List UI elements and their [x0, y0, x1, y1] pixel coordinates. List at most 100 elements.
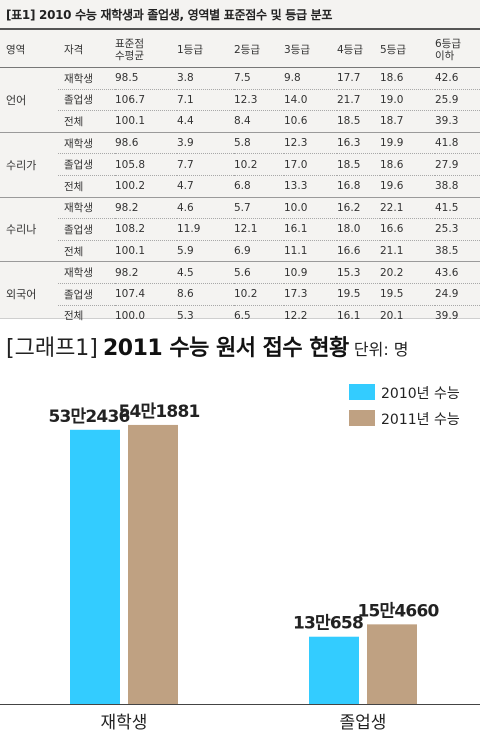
value-cell: 7.5	[234, 67, 284, 90]
value-cell: 19.6	[380, 175, 435, 198]
table-row: 수리나 재학생 98.2 4.6 5.7 10.0 16.2 22.1 41.5	[0, 197, 480, 263]
value-cell: 10.2	[234, 153, 284, 176]
value-cell: 4.7	[177, 175, 234, 198]
value-cell: 16.8	[337, 175, 380, 198]
chart-unit: 단위: 명	[353, 340, 409, 359]
value-cell: 10.0	[284, 197, 337, 220]
value-cell: 100.2	[115, 175, 177, 198]
table-row: 수리가 재학생 98.6 3.9 5.8 12.3 16.3 19.9 41.8	[0, 132, 480, 198]
value-cell: 16.3	[337, 132, 380, 155]
value-cell: 10.9	[284, 261, 337, 284]
stats-table-panel: [표1] 2010 수능 재학생과 졸업생, 영역별 표준점수 및 등급 분포 …	[0, 0, 480, 322]
value-cell: 12.1	[234, 218, 284, 241]
value-cell: 21.1	[380, 240, 435, 263]
column-header: 3등급	[284, 33, 337, 68]
value-cell: 3.9	[177, 132, 234, 155]
value-cell: 17.7	[337, 67, 380, 90]
type-cell: 졸업생	[58, 89, 115, 112]
value-cell: 17.0	[284, 153, 337, 176]
type-cell: 전체	[58, 110, 115, 133]
value-cell: 10.2	[234, 283, 284, 306]
value-cell: 5.9	[177, 240, 234, 263]
value-cell: 3.8	[177, 67, 234, 90]
chart-heading: [그래프1] 2011 수능 원서 접수 현황 단위: 명	[6, 330, 409, 362]
value-cell: 107.4	[115, 283, 177, 306]
value-cell: 11.1	[284, 240, 337, 263]
value-cell: 22.1	[380, 197, 435, 220]
table-row: 외국어 재학생 98.2 4.5 5.6 10.9 15.3 20.2 43.6	[0, 261, 480, 301]
value-cell: 106.7	[115, 89, 177, 112]
value-cell: 21.7	[337, 89, 380, 112]
value-cell: 16.2	[337, 197, 380, 220]
value-cell: 18.6	[380, 153, 435, 176]
bar	[128, 424, 178, 704]
type-cell: 졸업생	[58, 283, 115, 306]
column-header: 6등급 이하	[435, 33, 480, 68]
value-cell: 39.9	[435, 309, 459, 322]
value-cell: 4.4	[177, 110, 234, 133]
value-cell: 7.1	[177, 89, 234, 112]
type-cell: 졸업생	[58, 218, 115, 241]
value-cell: 42.6	[435, 67, 480, 90]
value-cell: 41.5	[435, 197, 480, 220]
table-row: 졸업생 105.8 7.7 10.2 17.0 18.5 18.6 27.9	[0, 153, 480, 176]
value-cell: 18.0	[337, 218, 380, 241]
value-cell: 6.9	[234, 240, 284, 263]
value-cell: 41.8	[435, 132, 480, 155]
value-cell: 24.9	[435, 283, 480, 306]
table-title: [표1] 2010 수능 재학생과 졸업생, 영역별 표준점수 및 등급 분포	[6, 8, 333, 22]
value-cell: 100.0	[115, 309, 146, 322]
value-cell: 16.1	[284, 218, 337, 241]
type-cell: 전체	[58, 175, 115, 198]
value-cell: 11.9	[177, 218, 234, 241]
value-cell: 19.9	[380, 132, 435, 155]
area-cell: 수리가	[0, 132, 58, 198]
value-cell: 98.5	[115, 67, 177, 90]
value-cell: 19.5	[337, 283, 380, 306]
area-cell: 외국어	[6, 288, 37, 302]
value-cell: 16.6	[337, 240, 380, 263]
type-cell: 졸업생	[58, 153, 115, 176]
value-cell: 20.2	[380, 261, 435, 284]
table-body: 언어 재학생 98.5 3.8 7.5 9.8 17.7 18.6 42.6 졸업생 106.7 7.…	[0, 67, 480, 327]
column-header: 1등급	[177, 33, 234, 68]
chart-tag: [그래프1]	[6, 336, 98, 361]
type-cell: 전체	[64, 310, 84, 323]
type-cell: 재학생	[58, 197, 115, 220]
value-cell: 100.1	[115, 240, 177, 263]
value-cell: 5.8	[234, 132, 284, 155]
value-cell: 98.2	[115, 261, 177, 284]
value-cell: 4.5	[177, 261, 234, 284]
bar	[309, 636, 359, 704]
table-row: 전체 100.0 5.3 6.5 12.2 16.1 20.1 39.9	[0, 305, 480, 326]
value-cell: 8.4	[234, 110, 284, 133]
value-cell: 108.2	[115, 218, 177, 241]
column-header: 4등급	[337, 33, 380, 68]
value-cell: 9.8	[284, 67, 337, 90]
area-cell: 수리나	[0, 197, 58, 263]
value-cell: 12.2	[284, 309, 308, 322]
value-cell: 6.8	[234, 175, 284, 198]
legend-label: 2010년 수능	[381, 386, 460, 402]
table-row: 전체 100.1 4.4 8.4 10.6 18.5 18.7 39.3	[0, 110, 480, 133]
column-header: 2등급	[234, 33, 284, 68]
value-cell: 17.3	[284, 283, 337, 306]
data-label: 53만2436	[48, 407, 129, 427]
value-cell: 12.3	[234, 89, 284, 112]
value-cell: 98.6	[115, 132, 177, 155]
value-cell: 18.7	[380, 110, 435, 133]
value-cell: 6.5	[234, 309, 251, 322]
value-cell: 4.6	[177, 197, 234, 220]
table-row: 언어 재학생 98.5 3.8 7.5 9.8 17.7 18.6 42.6	[0, 67, 480, 133]
bar	[70, 429, 120, 704]
value-cell: 7.7	[177, 153, 234, 176]
type-cell: 전체	[58, 240, 115, 263]
value-cell: 13.3	[284, 175, 337, 198]
table-row: 졸업생 107.4 8.6 10.2 17.3 19.5 19.5 24.9	[0, 283, 480, 306]
chart-title: 2011 수능 원서 접수 현황	[102, 336, 349, 361]
value-cell: 5.3	[177, 309, 194, 322]
table-row: 졸업생 106.7 7.1 12.3 14.0 21.7 19.0 25.9	[0, 89, 480, 112]
table-row: 졸업생 108.2 11.9 12.1 16.1 18.0 16.6 25.3	[0, 218, 480, 241]
